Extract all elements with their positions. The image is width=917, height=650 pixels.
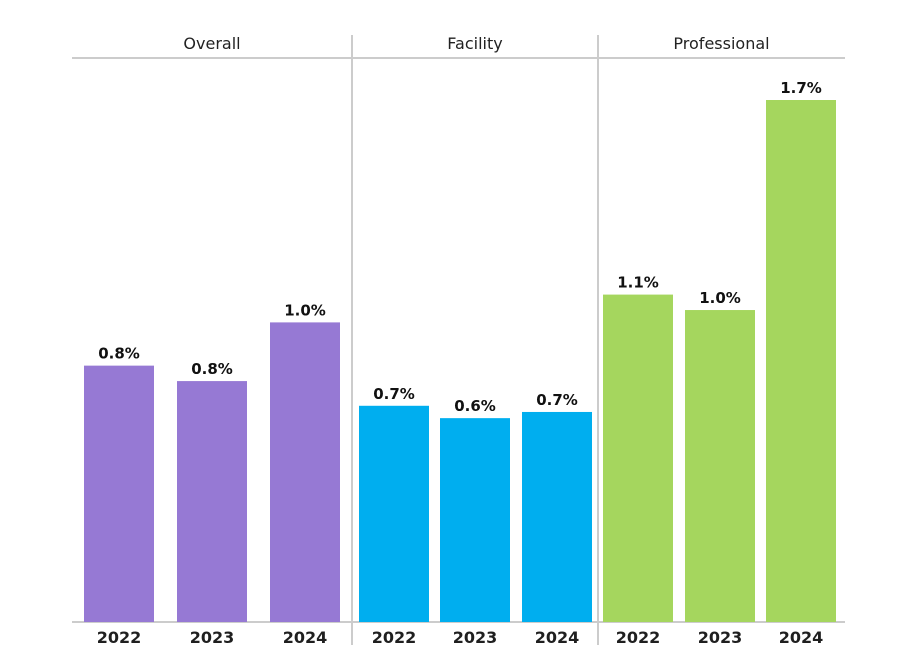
data-label-professional-2022: 1.1% <box>617 274 659 292</box>
x-tick-label-professional-2023: 2023 <box>698 628 743 647</box>
x-tick-label-overall-2023: 2023 <box>190 628 235 647</box>
data-label-professional-2024: 1.7% <box>780 79 822 97</box>
bar-professional-2022 <box>603 294 673 622</box>
bar-overall-2024 <box>270 322 340 622</box>
bar-professional-2024 <box>766 100 836 622</box>
panel-title-facility: Facility <box>447 34 502 53</box>
data-label-facility-2022: 0.7% <box>373 385 415 403</box>
data-label-professional-2023: 1.0% <box>699 289 741 307</box>
data-label-facility-2023: 0.6% <box>454 397 496 415</box>
x-tick-label-professional-2022: 2022 <box>616 628 661 647</box>
bar-overall-2023 <box>177 381 247 622</box>
data-label-overall-2023: 0.8% <box>191 360 233 378</box>
bar-facility-2023 <box>440 418 510 622</box>
data-label-overall-2024: 1.0% <box>284 301 326 319</box>
panel-title-professional: Professional <box>673 34 769 53</box>
bar-professional-2023 <box>685 310 755 622</box>
data-label-facility-2024: 0.7% <box>536 391 578 409</box>
x-tick-label-facility-2022: 2022 <box>372 628 417 647</box>
x-tick-label-professional-2024: 2024 <box>779 628 824 647</box>
x-tick-label-overall-2024: 2024 <box>283 628 328 647</box>
bar-facility-2024 <box>522 411 592 622</box>
x-tick-label-overall-2022: 2022 <box>97 628 142 647</box>
bar-facility-2022 <box>359 405 429 622</box>
x-tick-label-facility-2024: 2024 <box>535 628 580 647</box>
x-tick-label-facility-2023: 2023 <box>453 628 498 647</box>
bar-overall-2022 <box>84 365 154 622</box>
data-label-overall-2022: 0.8% <box>98 345 140 363</box>
panel-title-overall: Overall <box>183 34 240 53</box>
